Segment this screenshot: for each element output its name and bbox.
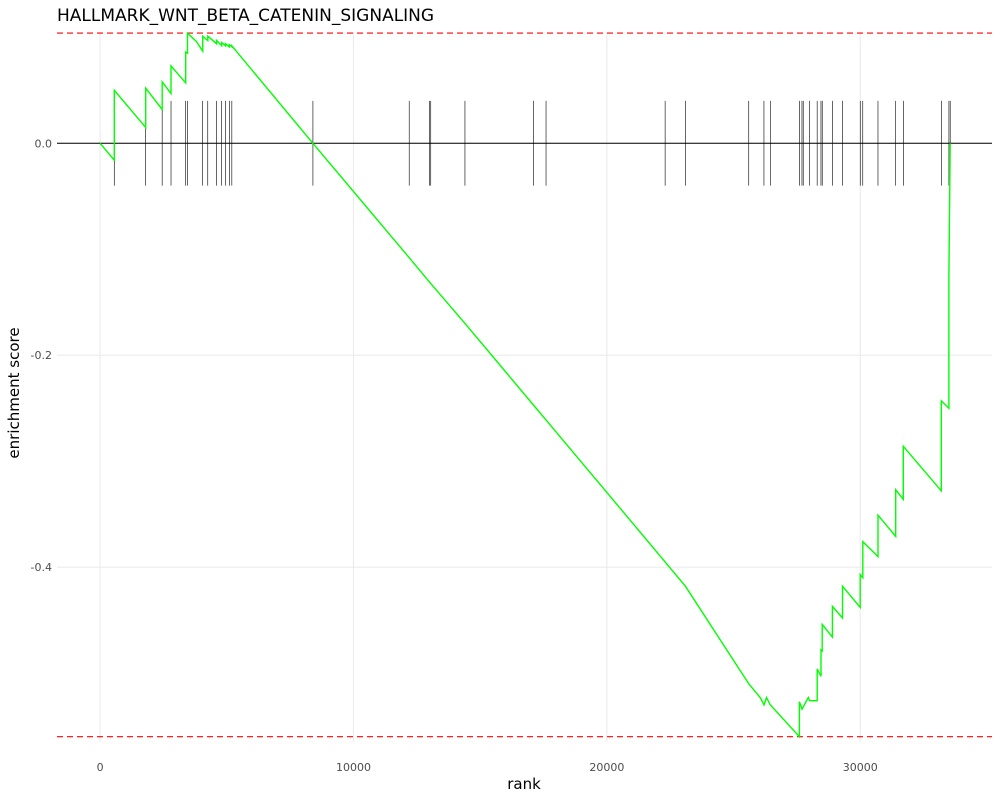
reference-lines <box>57 32 992 738</box>
x-tick-label-1: 10000 <box>336 761 371 774</box>
y-tick-label-2: -0.4 <box>31 561 52 574</box>
x-tick-label-3: 30000 <box>843 761 878 774</box>
y-axis-title: enrichment score <box>5 327 23 458</box>
x-axis-title: rank <box>507 775 541 793</box>
y-tick-label-1: -0.2 <box>31 349 52 362</box>
gridlines <box>57 32 992 742</box>
chart-title: HALLMARK_WNT_BETA_CATENIN_SIGNALING <box>57 6 434 26</box>
enrichment-score-line-0 <box>99 31 951 739</box>
x-tick-label-2: 20000 <box>589 761 624 774</box>
enrichment-series <box>99 31 951 739</box>
y-tick-label-0: 0.0 <box>35 137 53 150</box>
y-tick-labels: 0.0 -0.2 -0.4 <box>31 137 52 574</box>
x-tick-labels: 0 10000 20000 30000 <box>97 761 878 774</box>
x-tick-label-0: 0 <box>97 761 104 774</box>
